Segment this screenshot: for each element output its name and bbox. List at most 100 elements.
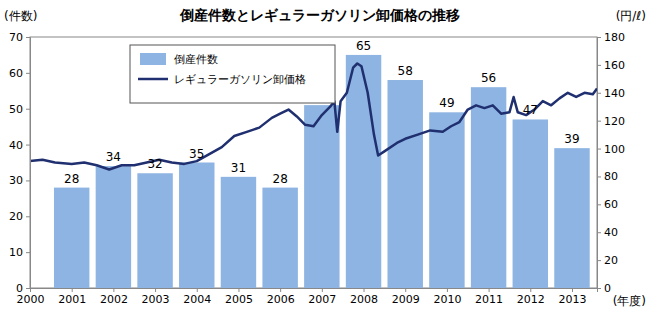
tick-label: 2013 [558, 293, 586, 306]
tick-mark [597, 204, 601, 205]
bar [262, 188, 297, 288]
tick: 60 [9, 67, 30, 80]
tick-label: 2001 [58, 293, 86, 306]
data-label: 28 [273, 172, 288, 186]
legend-swatch [140, 53, 166, 65]
legend-swatch [138, 78, 168, 81]
y-axis: 0 10 20 30 40 50 60 70 [9, 31, 31, 295]
tick-label: 20 [604, 254, 618, 267]
tick: 40 [9, 139, 30, 152]
tick-mark [597, 288, 601, 289]
tick: 2007 [308, 288, 336, 306]
tick: 2003 [142, 288, 170, 306]
bar [304, 105, 339, 288]
tick-label: 70 [9, 31, 23, 44]
tick-label: 100 [604, 143, 625, 156]
tick-mark [197, 288, 198, 292]
tick: 2005 [225, 288, 253, 306]
tick: 0 [597, 282, 611, 295]
tick-label: 140 [604, 87, 625, 100]
tick: 180 [597, 31, 625, 44]
tick-mark [572, 288, 573, 292]
chart: 2834323531285165584956473920002001200220… [0, 0, 650, 320]
data-label: 56 [481, 71, 496, 85]
legend: 倒産件数レギュラーガソリン卸価格 [130, 45, 335, 103]
tick-mark [597, 149, 601, 150]
tick: 2013 [558, 288, 586, 306]
tick-label: 0 [16, 282, 23, 295]
tick-label: 40 [604, 226, 618, 239]
data-label: 39 [564, 132, 579, 146]
bar [429, 112, 464, 288]
tick: 100 [597, 143, 625, 156]
tick-label: 2004 [183, 293, 211, 306]
axis-line [26, 38, 31, 289]
y2-axis-title: (円/ℓ) [616, 9, 646, 23]
tick-mark [597, 176, 601, 177]
tick-label: 0 [604, 282, 611, 295]
tick-label: 80 [604, 170, 618, 183]
tick-mark [238, 288, 239, 292]
data-label: 34 [106, 150, 121, 164]
tick-label: 60 [604, 198, 618, 211]
tick: 2012 [517, 288, 545, 306]
plot-frame [30, 37, 597, 288]
tick-label: 2010 [433, 293, 461, 306]
bar [179, 163, 214, 289]
data-label: 65 [356, 39, 371, 53]
tick-label: 30 [9, 174, 23, 187]
tick: 2001 [58, 288, 86, 306]
tick: 2008 [350, 288, 378, 306]
tick: 2011 [475, 288, 503, 306]
tick-mark [597, 37, 601, 38]
data-label: 35 [189, 147, 204, 161]
tick: 2010 [433, 288, 461, 306]
tick-mark [26, 109, 30, 110]
tick-label: 50 [9, 103, 23, 116]
tick-mark [280, 288, 281, 292]
axis-line [31, 289, 598, 293]
data-label: 47 [523, 103, 538, 117]
tick: 2002 [100, 288, 128, 306]
data-label: 31 [231, 161, 246, 175]
tick: 20 [9, 210, 30, 223]
tick-mark [26, 252, 30, 253]
tick-label: 40 [9, 139, 23, 152]
tick: 2009 [392, 288, 420, 306]
bar [137, 173, 172, 288]
tick-mark [597, 93, 601, 94]
tick-mark [26, 216, 30, 217]
tick-label: 2002 [100, 293, 128, 306]
tick: 140 [597, 87, 625, 100]
tick-label: 2008 [350, 293, 378, 306]
tick-label: 60 [9, 67, 23, 80]
x-axis-title: (年度) [613, 294, 646, 308]
bar [54, 188, 89, 288]
data-label: 28 [64, 172, 79, 186]
tick-label: 2006 [267, 293, 295, 306]
bar [96, 166, 131, 288]
tick-mark [113, 288, 114, 292]
tick-label: 2012 [517, 293, 545, 306]
tick-label: 2011 [475, 293, 503, 306]
tick: 2006 [267, 288, 295, 306]
data-label: 49 [439, 96, 454, 110]
x-axis: 2000200120022003200420052006200720082009… [17, 288, 598, 306]
tick-mark [322, 288, 323, 292]
tick-mark [26, 180, 30, 181]
tick-mark [364, 288, 365, 292]
tick-label: 10 [9, 246, 23, 259]
tick: 120 [597, 115, 625, 128]
tick-mark [597, 121, 601, 122]
tick-mark [405, 288, 406, 292]
bar [471, 87, 506, 288]
y2-axis: 020406080100120140160180 [597, 31, 625, 295]
tick-label: 2007 [308, 293, 336, 306]
tick-label: 180 [604, 31, 625, 44]
tick: 50 [9, 103, 30, 116]
tick: 80 [597, 170, 618, 183]
tick-mark [597, 232, 601, 233]
bar [346, 55, 381, 288]
tick-label: 2003 [142, 293, 170, 306]
tick: 70 [9, 31, 30, 44]
